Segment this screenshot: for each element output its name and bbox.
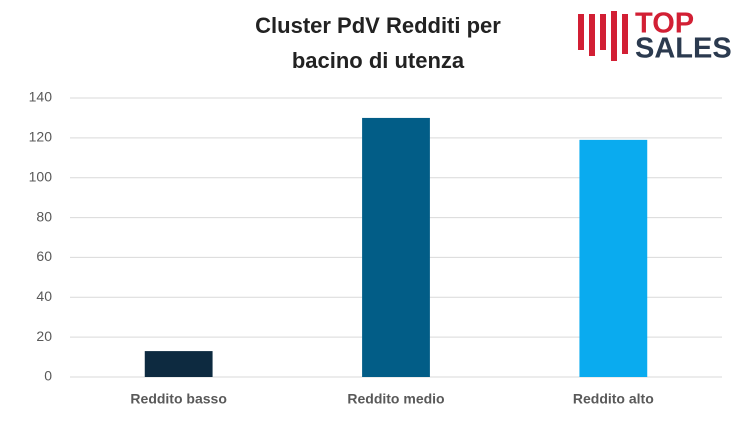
y-tick-label: 20 <box>36 328 52 344</box>
y-tick-label: 0 <box>44 368 52 384</box>
bar <box>144 351 213 377</box>
y-tick-label: 140 <box>29 89 53 105</box>
bar <box>362 117 430 377</box>
logo-bars <box>578 11 628 61</box>
x-tick-label: Reddito basso <box>130 391 226 407</box>
x-tick-label: Reddito alto <box>573 391 654 407</box>
x-tick-label: Reddito medio <box>347 391 444 407</box>
logo-bar <box>600 14 606 50</box>
y-tick-label: 100 <box>29 168 53 184</box>
logo-bar <box>622 14 628 54</box>
bar <box>579 139 648 377</box>
y-tick-label: 60 <box>36 248 52 264</box>
logo-bar <box>578 14 584 50</box>
chart-title: Cluster PdV Redditi per bacino di utenza <box>255 13 501 73</box>
logo-bar <box>611 11 617 61</box>
y-tick-label: 80 <box>36 208 52 224</box>
logo-bar <box>589 14 595 56</box>
y-tick-label: 40 <box>36 288 52 304</box>
logo-top: TOP <box>635 8 694 40</box>
logo-sales: SALES <box>635 33 732 65</box>
y-tick-label: 120 <box>29 129 53 145</box>
